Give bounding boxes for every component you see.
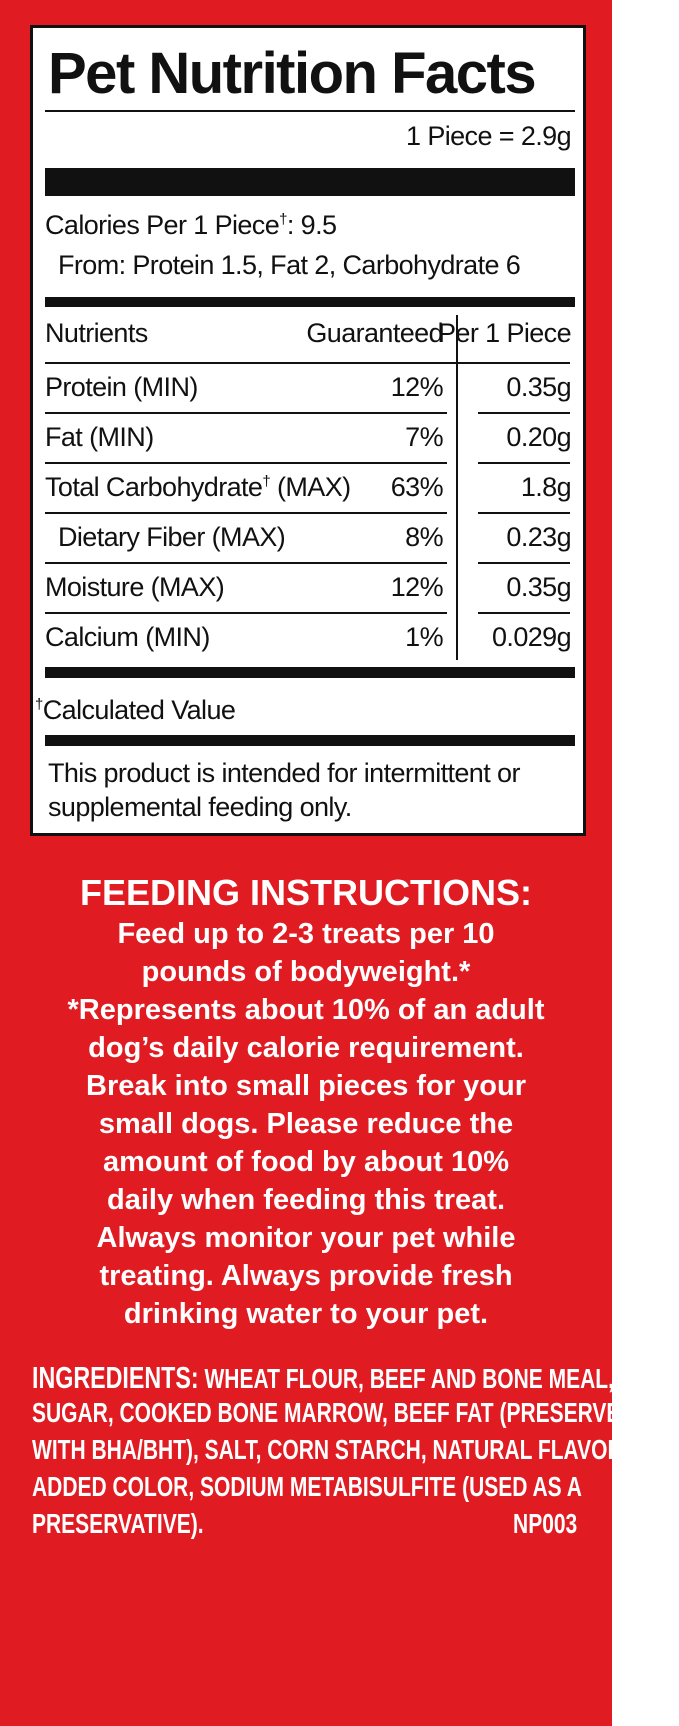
qualifier: (MIN) — [89, 422, 154, 452]
ingredients-text: PRESERVATIVE). — [32, 1508, 204, 1539]
rule — [478, 612, 570, 614]
space — [144, 572, 151, 602]
rule — [45, 735, 575, 746]
guaranteed: 8% — [405, 522, 443, 552]
feeding-line: Break into small pieces for your — [86, 1070, 526, 1102]
rule — [478, 512, 570, 514]
nutrient-name: Protein — [45, 372, 127, 402]
header-nutrients: Nutrients — [45, 318, 148, 348]
ingredients-line: WITH BHA/BHT), SALT, CORN STARCH, NATURA… — [32, 1434, 629, 1466]
rule — [45, 297, 575, 307]
per-piece: 0.23g — [506, 522, 571, 552]
rule — [45, 412, 447, 414]
rule — [45, 562, 447, 564]
rule — [45, 612, 447, 614]
nutrient: Total Carbohydrate† (MAX) — [45, 472, 351, 503]
nutrient-name: Dietary Fiber — [58, 522, 205, 552]
nutrient-name: Fat — [45, 422, 83, 452]
nutrient: Dietary Fiber (MAX) — [58, 522, 286, 553]
rule — [45, 462, 447, 464]
nutrient: Calcium (MIN) — [45, 622, 210, 653]
dagger: † — [262, 473, 271, 490]
ingredients-label: INGREDIENTS: — [32, 1360, 199, 1395]
header-per-piece: Per 1 Piece — [438, 318, 572, 348]
footnote-text: Calculated Value — [42, 695, 236, 725]
rule — [478, 562, 570, 564]
nutrition-panel — [30, 25, 586, 836]
disclaimer-line: supplemental feeding only. — [48, 792, 352, 822]
ingredients-text: WHEAT FLOUR, BEEF AND BONE MEAL, — [204, 1363, 614, 1394]
dagger: † — [35, 696, 43, 713]
title: Pet Nutrition Facts — [48, 41, 537, 106]
feeding-line: amount of food by about 10% — [103, 1146, 509, 1178]
nutrient-name: Moisture — [45, 572, 144, 602]
rule — [45, 512, 447, 514]
space — [270, 472, 277, 502]
ingredients-line: ADDED COLOR, SODIUM METABISULFITE (USED … — [32, 1471, 582, 1503]
ingredients-text: WITH BHA/BHT), SALT, CORN STARCH, NATURA… — [32, 1434, 629, 1465]
nutrient: Moisture (MAX) — [45, 572, 225, 603]
ingredients-line: INGREDIENTS: WHEAT FLOUR, BEEF AND BONE … — [32, 1360, 614, 1396]
header-guaranteed: Guaranteed — [306, 318, 443, 348]
qualifier: (MAX) — [150, 572, 225, 602]
rule — [45, 362, 570, 364]
feeding-line: drinking water to your pet. — [123, 1298, 489, 1330]
calories-label: Calories Per 1 Piece — [45, 210, 280, 240]
feeding-line: small dogs. Please reduce the — [98, 1108, 514, 1140]
serving: 1 Piece = 2.9g — [406, 121, 572, 151]
nutrient-name: Total Carbohydrate — [45, 472, 263, 502]
product-code: NP003 — [513, 1508, 578, 1539]
ingredients-text: SUGAR, COOKED BONE MARROW, BEEF FAT (PRE… — [32, 1397, 636, 1428]
rule — [45, 168, 575, 196]
qualifier: (MIN) — [133, 372, 198, 402]
rule — [478, 462, 570, 464]
per-piece: 0.35g — [506, 572, 571, 602]
qualifier: (MAX) — [277, 472, 351, 502]
rule — [45, 667, 575, 678]
feeding-line: pounds of bodyweight.* — [141, 956, 471, 988]
feeding-line: *Represents about 10% of an adult — [67, 994, 545, 1026]
qualifier: (MAX) — [211, 522, 286, 552]
nutrient: Fat (MIN) — [45, 422, 154, 453]
per-piece: 0.029g — [492, 622, 572, 652]
feeding-line: Feed up to 2-3 treats per 10 — [117, 918, 495, 950]
calories-value: : 9.5 — [286, 210, 337, 240]
space — [205, 522, 212, 552]
calories-from: From: Protein 1.5, Fat 2, Carbohydrate 6 — [58, 250, 521, 280]
ingredients-text: ADDED COLOR, SODIUM METABISULFITE (USED … — [32, 1471, 582, 1502]
guaranteed: 1% — [405, 622, 443, 652]
rule — [478, 412, 570, 414]
feeding-title: FEEDING INSTRUCTIONS: — [79, 872, 532, 913]
guaranteed: 7% — [405, 422, 443, 452]
ingredients-line: PRESERVATIVE). NP003 — [32, 1508, 577, 1540]
dagger: † — [279, 211, 287, 228]
feeding-line: treating. Always provide fresh — [99, 1260, 513, 1292]
feeding-line: dog’s daily calorie requirement. — [88, 1032, 524, 1064]
per-piece: 0.35g — [506, 372, 571, 402]
disclaimer-line: This product is intended for intermitten… — [48, 758, 520, 788]
per-piece: 1.8g — [520, 472, 572, 502]
nutrient-name: Calcium — [45, 622, 139, 652]
calories: Calories Per 1 Piece†: 9.5 — [45, 210, 337, 241]
guaranteed: 12% — [390, 572, 444, 602]
footnote: †Calculated Value — [35, 695, 236, 726]
column-divider — [456, 315, 458, 660]
qualifier: (MIN) — [145, 622, 210, 652]
per-piece: 0.20g — [506, 422, 571, 452]
rule — [45, 110, 575, 112]
ingredients-line: SUGAR, COOKED BONE MARROW, BEEF FAT (PRE… — [32, 1397, 636, 1429]
guaranteed: 63% — [390, 472, 444, 502]
feeding-line: daily when feeding this treat. — [106, 1184, 505, 1216]
guaranteed: 12% — [390, 372, 444, 402]
feeding-line: Always monitor your pet while — [96, 1222, 516, 1254]
nutrient: Protein (MIN) — [45, 372, 198, 403]
